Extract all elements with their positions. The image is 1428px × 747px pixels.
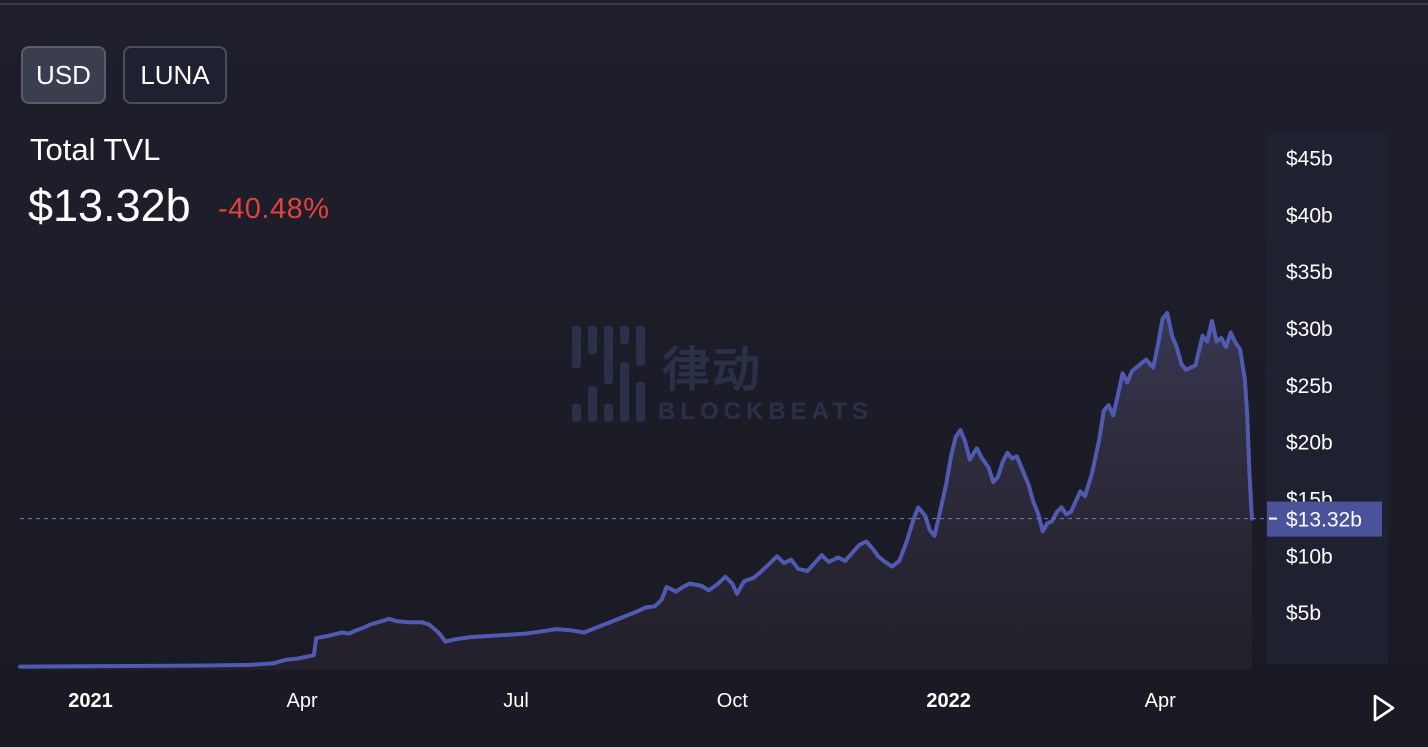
watermark-en-text: BLOCKBEATS [658, 398, 873, 425]
tvl-value: $13.32b [28, 180, 191, 231]
usd-toggle-button[interactable]: USD [21, 46, 106, 104]
x-tick-label: Oct [717, 690, 749, 712]
y-tick-label: $35b [1286, 261, 1333, 284]
tvl-label: Total TVL [30, 132, 161, 167]
blockbeats-watermark: 律动 BLOCKBEATS [570, 322, 870, 432]
top-divider [0, 3, 1428, 5]
tvl-series-line [18, 311, 1254, 669]
price-scale-background [1266, 130, 1388, 664]
current-value-label: $13.32b [1286, 509, 1362, 532]
luna-toggle-button[interactable]: LUNA [123, 46, 227, 104]
y-tick-label: $25b [1286, 375, 1333, 398]
y-tick-label: $5b [1286, 602, 1321, 625]
x-tick-label: Apr [1145, 690, 1176, 712]
y-tick-label: $30b [1286, 318, 1333, 341]
tvl-change-percent: -40.48% [218, 193, 330, 225]
x-tick-label: 2021 [68, 690, 113, 712]
y-tick-label: $45b [1286, 147, 1333, 170]
watermark-cn-text: 律动 [662, 344, 763, 397]
y-tick-label: $20b [1286, 432, 1333, 455]
x-tick-label: Apr [287, 690, 318, 712]
play-icon[interactable] [1372, 694, 1396, 722]
tvl-area [20, 313, 1252, 670]
y-tick-label: $10b [1286, 545, 1333, 568]
y-tick-label: $40b [1286, 204, 1333, 227]
current-value-tag [1267, 501, 1382, 537]
x-tick-label: Jul [503, 690, 529, 712]
x-tick-label: 2022 [926, 690, 971, 712]
